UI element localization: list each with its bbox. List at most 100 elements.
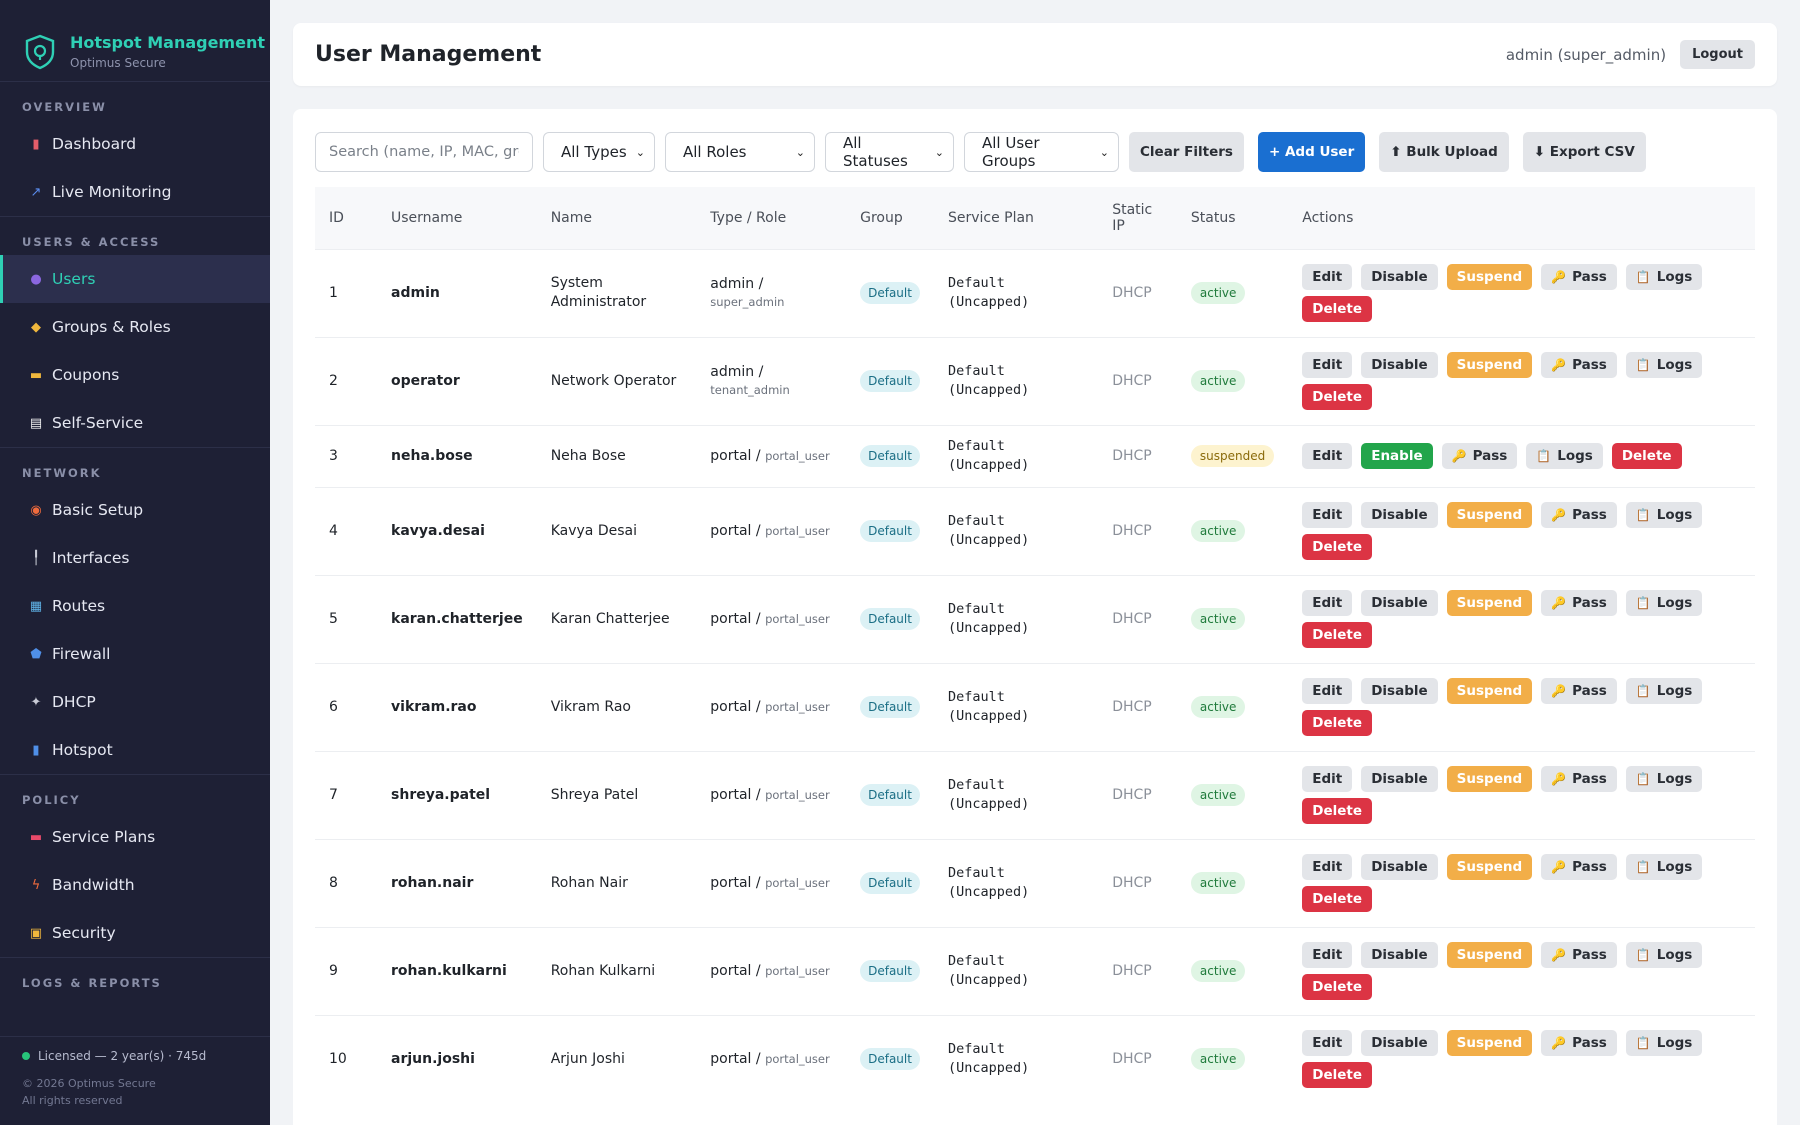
edit-button[interactable]: Edit	[1302, 1030, 1353, 1057]
logs-button[interactable]: 📋 Logs	[1625, 678, 1703, 704]
col-status-header[interactable]: Status	[1190, 209, 1236, 226]
col-plan-header[interactable]: Service Plan	[947, 209, 1034, 226]
sidebar-item-groups-roles[interactable]: ◆ Groups & Roles	[0, 303, 270, 351]
logs-button[interactable]: 📋 Logs	[1625, 590, 1703, 616]
edit-button[interactable]: Edit	[1302, 443, 1353, 469]
col-type-role-header[interactable]: Type / Role	[710, 209, 787, 226]
status-filter-select[interactable]: All Statuses ⌄	[825, 132, 954, 172]
reset-password-button[interactable]: 🔑 Pass	[1541, 942, 1617, 968]
disable-button[interactable]: Disable	[1361, 766, 1438, 792]
export-csv-button[interactable]: ⬇ Export CSV	[1522, 132, 1646, 172]
sidebar-item-hotspot[interactable]: ▮ Hotspot	[0, 726, 270, 774]
suspend-button[interactable]: Suspend	[1446, 502, 1533, 528]
sidebar-item-firewall[interactable]: ⬟ Firewall	[0, 630, 270, 678]
logs-button[interactable]: 📋 Logs	[1625, 352, 1703, 378]
logs-button[interactable]: 📋 Logs	[1625, 264, 1703, 290]
group-filter-select[interactable]: All User Groups ⌄	[964, 132, 1119, 172]
reset-password-button[interactable]: 🔑 Pass	[1541, 352, 1617, 378]
delete-button[interactable]: Delete	[1302, 798, 1373, 824]
delete-button[interactable]: Delete	[1302, 622, 1373, 648]
brand[interactable]: Hotspot Management Optimus Secure	[0, 0, 270, 82]
edit-button[interactable]: Edit	[1302, 352, 1353, 378]
add-user-button[interactable]: + Add User	[1257, 132, 1366, 172]
cell-username: kavya.desai	[377, 486, 537, 575]
disable-button-label: Disable	[1371, 947, 1428, 963]
disable-button[interactable]: Disable	[1361, 264, 1438, 290]
suspend-button[interactable]: Suspend	[1446, 678, 1533, 704]
disable-button[interactable]: Disable	[1361, 942, 1438, 968]
reset-password-button[interactable]: 🔑 Pass	[1541, 1030, 1617, 1057]
sidebar-item-coupons[interactable]: ▬ Coupons	[0, 351, 270, 399]
col-username-header[interactable]: Username	[391, 209, 463, 226]
cell-status: active	[1176, 750, 1289, 839]
logs-button[interactable]: 📋 Logs	[1625, 942, 1703, 968]
reset-password-button[interactable]: 🔑 Pass	[1541, 854, 1617, 880]
user-role: portal_user	[765, 876, 830, 890]
suspend-button[interactable]: Suspend	[1446, 352, 1533, 378]
sidebar-item-dhcp[interactable]: ✦ DHCP	[0, 678, 270, 726]
reset-password-button[interactable]: 🔑 Pass	[1441, 443, 1518, 469]
cell-service-plan: Default (Uncapped)	[933, 1014, 1099, 1103]
sidebar-item-self-service[interactable]: ▤ Self-Service	[0, 399, 270, 447]
col-static-ip-header[interactable]: Static IP	[1112, 201, 1153, 234]
sidebar-item-routes[interactable]: ▦ Routes	[0, 582, 270, 630]
delete-button[interactable]: Delete	[1302, 710, 1373, 736]
sidebar-item-security[interactable]: ▣ Security	[0, 909, 270, 957]
reset-password-button[interactable]: 🔑 Pass	[1541, 766, 1617, 792]
disable-button[interactable]: Disable	[1361, 1030, 1438, 1057]
col-id-header[interactable]: ID	[329, 209, 344, 226]
delete-button[interactable]: Delete	[1302, 384, 1373, 410]
edit-button[interactable]: Edit	[1302, 678, 1353, 704]
sidebar-item-service-plans[interactable]: ▬ Service Plans	[0, 813, 270, 861]
logs-button[interactable]: 📋 Logs	[1526, 443, 1603, 469]
suspend-button[interactable]: Suspend	[1446, 1030, 1533, 1057]
logs-button[interactable]: 📋 Logs	[1625, 502, 1703, 528]
logs-button[interactable]: 📋 Logs	[1625, 1030, 1703, 1057]
edit-button[interactable]: Edit	[1302, 264, 1353, 290]
reset-password-button[interactable]: 🔑 Pass	[1541, 264, 1617, 290]
logs-button[interactable]: 📋 Logs	[1625, 766, 1703, 792]
delete-button[interactable]: Delete	[1302, 1062, 1373, 1089]
edit-button[interactable]: Edit	[1302, 590, 1353, 616]
sidebar-item-basic-setup[interactable]: ◉ Basic Setup	[0, 486, 270, 534]
disable-button[interactable]: Disable	[1361, 854, 1438, 880]
suspend-button[interactable]: Suspend	[1446, 766, 1533, 792]
type-filter-select[interactable]: All Types ⌄	[543, 132, 655, 172]
bulk-upload-button[interactable]: ⬆ Bulk Upload	[1379, 132, 1509, 172]
reset-password-button[interactable]: 🔑 Pass	[1541, 590, 1617, 616]
col-name-header[interactable]: Name	[550, 209, 593, 226]
delete-button[interactable]: Delete	[1302, 974, 1373, 1000]
sidebar-item-bandwidth[interactable]: ϟ Bandwidth	[0, 861, 270, 909]
col-group-header[interactable]: Group	[860, 209, 903, 226]
edit-button[interactable]: Edit	[1302, 854, 1353, 880]
delete-button[interactable]: Delete	[1611, 443, 1682, 469]
suspend-button[interactable]: Suspend	[1446, 854, 1533, 880]
delete-button[interactable]: Delete	[1302, 534, 1373, 560]
delete-button[interactable]: Delete	[1302, 296, 1373, 322]
suspend-button[interactable]: Suspend	[1446, 942, 1533, 968]
sidebar-item-interfaces[interactable]: ╿ Interfaces	[0, 534, 270, 582]
sidebar-item-live-monitoring[interactable]: ↗ Live Monitoring	[0, 168, 270, 216]
role-filter-select[interactable]: All Roles ⌄	[665, 132, 815, 172]
reset-password-button[interactable]: 🔑 Pass	[1541, 502, 1617, 528]
page-header: User Management admin (super_admin) Logo…	[293, 23, 1777, 86]
sidebar-item-dashboard[interactable]: ▮ Dashboard	[0, 120, 270, 168]
logout-button[interactable]: Logout	[1680, 40, 1755, 69]
enable-button[interactable]: Enable	[1361, 443, 1433, 469]
user-type: portal	[710, 523, 752, 539]
edit-button[interactable]: Edit	[1302, 766, 1353, 792]
sidebar-item-users[interactable]: ● Users	[0, 255, 270, 303]
disable-button[interactable]: Disable	[1361, 502, 1438, 528]
delete-button[interactable]: Delete	[1302, 886, 1373, 912]
reset-password-button[interactable]: 🔑 Pass	[1541, 678, 1617, 704]
edit-button[interactable]: Edit	[1302, 942, 1353, 968]
search-input[interactable]	[315, 132, 533, 172]
disable-button[interactable]: Disable	[1361, 678, 1438, 704]
clear-filters-button[interactable]: Clear Filters	[1129, 132, 1244, 172]
logs-button[interactable]: 📋 Logs	[1625, 854, 1703, 880]
suspend-button[interactable]: Suspend	[1446, 590, 1533, 616]
edit-button[interactable]: Edit	[1302, 502, 1353, 528]
disable-button[interactable]: Disable	[1361, 590, 1438, 616]
suspend-button[interactable]: Suspend	[1446, 264, 1533, 290]
disable-button[interactable]: Disable	[1361, 352, 1438, 378]
